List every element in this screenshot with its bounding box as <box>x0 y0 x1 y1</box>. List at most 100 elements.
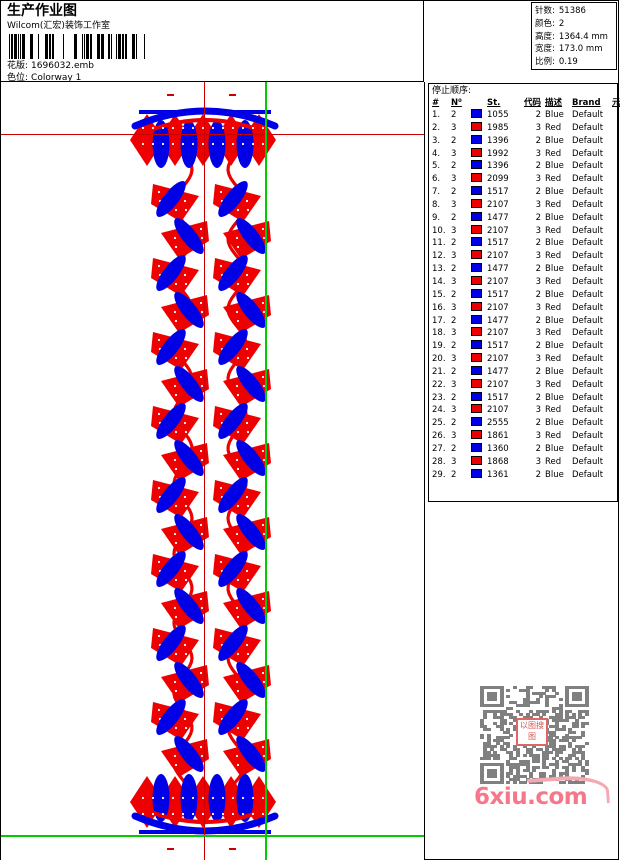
qr-module <box>574 763 579 767</box>
qr-module <box>499 686 504 689</box>
motif-speckle <box>261 449 265 453</box>
cell-st: 1396 <box>487 135 509 146</box>
qr-module <box>584 769 589 773</box>
qr-module <box>499 739 504 743</box>
color-swatch <box>471 224 487 238</box>
barcode-bar <box>22 34 25 59</box>
qr-module <box>555 712 560 716</box>
table-row[interactable]: 17. 2 1477 2 Blue Default <box>432 314 620 328</box>
qr-code[interactable] <box>480 686 589 785</box>
table-row[interactable]: 22. 3 2107 3 Red Default <box>432 378 620 392</box>
table-row[interactable]: 12. 3 2107 3 Red Default <box>432 250 620 263</box>
motif-speckle <box>249 634 253 638</box>
table-row[interactable]: 3. 2 1396 2 Blue Default <box>432 134 620 148</box>
qr-module <box>496 754 501 758</box>
qr-module <box>581 733 586 737</box>
motif-speckle <box>199 449 203 453</box>
table-row[interactable]: 20. 3 2107 3 Red Default <box>432 353 620 366</box>
cell-elem <box>612 379 620 392</box>
motif-speckle <box>199 745 203 749</box>
table-row[interactable]: 14. 3 2107 3 Red Default <box>432 275 620 289</box>
cell-desc: Red <box>545 122 562 133</box>
motif-speckle <box>173 236 177 240</box>
qr-module <box>535 757 540 761</box>
cell-brand: Default <box>572 405 604 416</box>
motif-speckle <box>246 578 250 582</box>
cell-elem <box>612 289 620 302</box>
table-row[interactable]: 4. 3 1992 3 Red Default <box>432 147 620 161</box>
design-preview-canvas[interactable] <box>1 82 425 860</box>
cell-brand: Default <box>572 418 604 429</box>
table-row[interactable]: 26. 3 1861 3 Red Default <box>432 430 620 443</box>
qr-module <box>519 763 524 767</box>
motif-speckle <box>183 643 187 647</box>
cap-speckle <box>181 812 185 816</box>
qr-module <box>571 763 576 767</box>
table-row[interactable]: 7. 2 1517 2 Blue Default <box>432 186 620 199</box>
cell-code: 3 <box>535 456 541 467</box>
qr-module <box>489 691 494 695</box>
qr-module <box>558 727 563 731</box>
motif-speckle <box>236 282 240 286</box>
table-row[interactable]: 23. 2 1517 2 Blue Default <box>432 391 620 405</box>
qr-module <box>565 778 570 782</box>
qr-module <box>578 712 583 716</box>
table-row[interactable]: 10. 3 2107 3 Red Default <box>432 224 620 238</box>
cap-speckle <box>201 796 205 800</box>
qr-module <box>506 727 511 731</box>
cell-elem <box>612 404 620 417</box>
table-row[interactable]: 11. 2 1517 2 Blue Default <box>432 237 620 250</box>
table-row[interactable]: 18. 3 2107 3 Red Default <box>432 327 620 340</box>
qr-module <box>502 736 507 740</box>
table-row[interactable]: 27. 2 1360 2 Blue Default <box>432 442 620 456</box>
qr-module <box>483 781 488 785</box>
table-row[interactable]: 13. 2 1477 2 Blue Default <box>432 263 620 276</box>
motif-speckle <box>261 671 265 675</box>
qr-module <box>581 751 586 755</box>
qr-module <box>512 718 517 722</box>
stop-sequence-table: # N⁰ St. 代码 描述 Brand 元素 1. 2 1055 2 Blue Defa… <box>432 97 620 481</box>
table-row[interactable]: 2. 3 1985 3 Red Default <box>432 121 620 135</box>
qr-module <box>584 763 589 767</box>
barcode-bar <box>122 34 124 59</box>
qr-module <box>509 751 514 755</box>
table-row[interactable]: 21. 2 1477 2 Blue Default <box>432 365 620 379</box>
qr-module <box>581 709 586 713</box>
table-row[interactable]: 5. 2 1396 2 Blue Default <box>432 160 620 173</box>
motif-speckle <box>157 634 161 638</box>
table-row[interactable]: 19. 2 1517 2 Blue Default <box>432 340 620 353</box>
cell-brand: Default <box>572 379 604 390</box>
qr-module <box>493 775 498 779</box>
table-row[interactable]: 1. 2 1055 2 Blue Default <box>432 109 620 122</box>
table-row[interactable]: 28. 3 1868 3 Red Default <box>432 455 620 469</box>
qr-module <box>578 694 583 698</box>
table-row[interactable]: 29. 2 1361 2 Blue Default <box>432 468 620 482</box>
qr-module <box>483 709 488 713</box>
thread-color-swatch-icon <box>471 468 482 478</box>
table-row[interactable]: 9. 2 1477 2 Blue Default <box>432 211 620 225</box>
table-row[interactable]: 15. 2 1517 2 Blue Default <box>432 288 620 302</box>
qr-module <box>509 715 514 719</box>
cap-speckle <box>151 796 155 800</box>
qr-module <box>529 751 534 755</box>
cell-st: 2107 <box>487 328 509 339</box>
barcode-bar <box>132 34 135 59</box>
qr-module <box>483 754 488 758</box>
table-row[interactable]: 16. 3 2107 3 Red Default <box>432 301 620 315</box>
table-row[interactable]: 24. 3 2107 3 Red Default <box>432 404 620 417</box>
table-row[interactable]: 8. 3 2107 3 Red Default <box>432 198 620 212</box>
qr-module <box>496 703 501 707</box>
motif-blue-petal <box>218 329 248 365</box>
motif-blue-petal <box>218 551 248 587</box>
motif-speckle <box>236 689 240 693</box>
table-row[interactable]: 25. 2 2555 2 Blue Default <box>432 417 620 430</box>
qr-module <box>480 700 484 704</box>
motif-group <box>161 588 209 629</box>
qr-module <box>532 754 537 758</box>
qr-module <box>532 691 537 695</box>
table-row[interactable]: 6. 3 2099 3 Red Default <box>432 173 620 186</box>
qr-module <box>581 703 586 707</box>
qr-module <box>502 748 507 752</box>
qr-module <box>538 709 543 713</box>
cap-speckle <box>251 812 255 816</box>
